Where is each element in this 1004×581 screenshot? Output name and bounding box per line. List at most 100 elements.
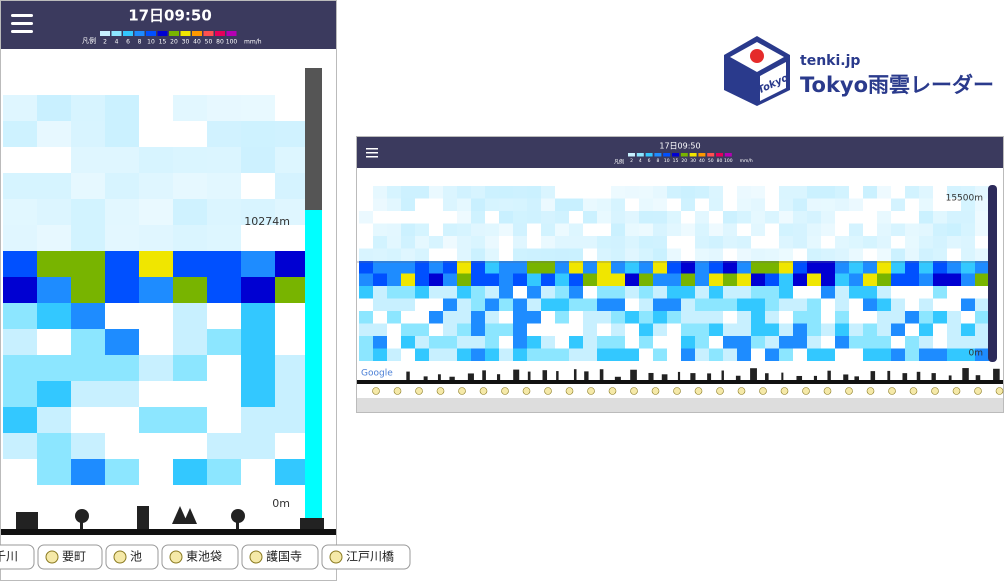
radar-cell — [961, 211, 975, 224]
radar-cell — [583, 298, 597, 311]
radar-cell — [793, 198, 807, 211]
radar-cell — [905, 223, 919, 236]
radar-cell — [723, 223, 737, 236]
radar-cell — [275, 303, 309, 329]
radar-cell — [919, 198, 933, 211]
radar-cell — [3, 433, 37, 459]
radar-cell — [709, 223, 723, 236]
radar-cell — [173, 121, 207, 147]
radar-cell — [173, 303, 207, 329]
radar-cell — [359, 298, 373, 311]
radar-cell — [429, 298, 443, 311]
radar-cell — [611, 186, 625, 199]
station-tab[interactable]: 江戸川橋 — [321, 544, 411, 570]
radar-cell — [695, 323, 709, 336]
radar-cell — [499, 198, 513, 211]
radar-cell — [373, 248, 387, 261]
station-icon — [888, 387, 896, 395]
radar-cell — [835, 348, 849, 361]
radar-cell — [3, 225, 37, 251]
radar-cell — [821, 198, 835, 211]
radar-cell — [849, 336, 863, 349]
legend-value: 50 — [205, 39, 213, 46]
radar-cell — [667, 323, 681, 336]
radar-cell — [527, 336, 541, 349]
radar-cell — [849, 298, 863, 311]
tablet-menu-button[interactable] — [366, 148, 378, 158]
building — [513, 369, 520, 380]
radar-cell — [625, 298, 639, 311]
radar-cell — [207, 277, 241, 303]
radar-cell — [667, 236, 681, 249]
legend-value: 30 — [690, 158, 696, 164]
radar-cell — [709, 311, 723, 324]
radar-cell — [653, 198, 667, 211]
radar-cell — [863, 336, 877, 349]
radar-cell — [139, 147, 173, 173]
radar-cell — [429, 198, 443, 211]
radar-cell — [961, 336, 975, 349]
radar-cell — [625, 311, 639, 324]
station-tab[interactable]: 護国寺 — [241, 544, 319, 570]
station-tab[interactable]: 千川 — [0, 544, 35, 570]
radar-cell — [667, 186, 681, 199]
station-icon — [249, 550, 263, 564]
radar-cell — [695, 198, 709, 211]
radar-cell — [961, 261, 975, 274]
radar-cell — [919, 323, 933, 336]
radar-cell — [37, 303, 71, 329]
station-tab-bg — [321, 544, 411, 570]
radar-cell — [835, 336, 849, 349]
radar-cell — [709, 186, 723, 199]
building — [781, 372, 784, 380]
radar-cell — [359, 261, 373, 274]
radar-cell — [653, 248, 667, 261]
radar-cell — [653, 261, 667, 274]
building — [573, 369, 577, 380]
radar-cell — [555, 323, 569, 336]
station-tab[interactable]: 池 — [105, 544, 159, 570]
radar-cell — [457, 286, 471, 299]
radar-cell — [835, 323, 849, 336]
radar-cell — [765, 236, 779, 249]
radar-cell — [527, 348, 541, 361]
station-tab[interactable]: 東池袋 — [161, 544, 239, 570]
radar-cell — [947, 348, 961, 361]
radar-cell — [779, 198, 793, 211]
radar-cell — [241, 95, 275, 121]
radar-cell — [597, 186, 611, 199]
tablet-altitude-bar — [988, 185, 997, 362]
radar-cell — [919, 298, 933, 311]
radar-cell — [737, 248, 751, 261]
radar-cell — [667, 286, 681, 299]
radar-cell — [471, 198, 485, 211]
station-tab[interactable]: 要町 — [37, 544, 103, 570]
station-icon — [436, 387, 445, 395]
radar-cell — [807, 286, 821, 299]
radar-cell — [597, 236, 611, 249]
radar-cell — [527, 223, 541, 236]
radar-cell — [821, 223, 835, 236]
radar-cell — [751, 198, 765, 211]
legend-unit: mm/h — [740, 158, 753, 164]
menu-button[interactable] — [11, 14, 33, 33]
radar-cell — [975, 323, 989, 336]
radar-cell — [443, 236, 457, 249]
radar-cell — [681, 236, 695, 249]
radar-cell — [3, 329, 37, 355]
radar-cell — [443, 186, 457, 199]
radar-cell — [597, 336, 611, 349]
building — [993, 368, 1000, 380]
radar-cell — [933, 336, 947, 349]
radar-cell — [891, 223, 905, 236]
phone-header — [1, 1, 336, 49]
radar-cell — [695, 211, 709, 224]
radar-cell — [905, 248, 919, 261]
radar-cell — [723, 248, 737, 261]
legend-swatch — [698, 153, 706, 157]
tablet-radar-cells — [359, 186, 989, 361]
radar-cell — [37, 355, 71, 381]
radar-cell — [793, 348, 807, 361]
radar-cell — [947, 298, 961, 311]
radar-cell — [723, 298, 737, 311]
